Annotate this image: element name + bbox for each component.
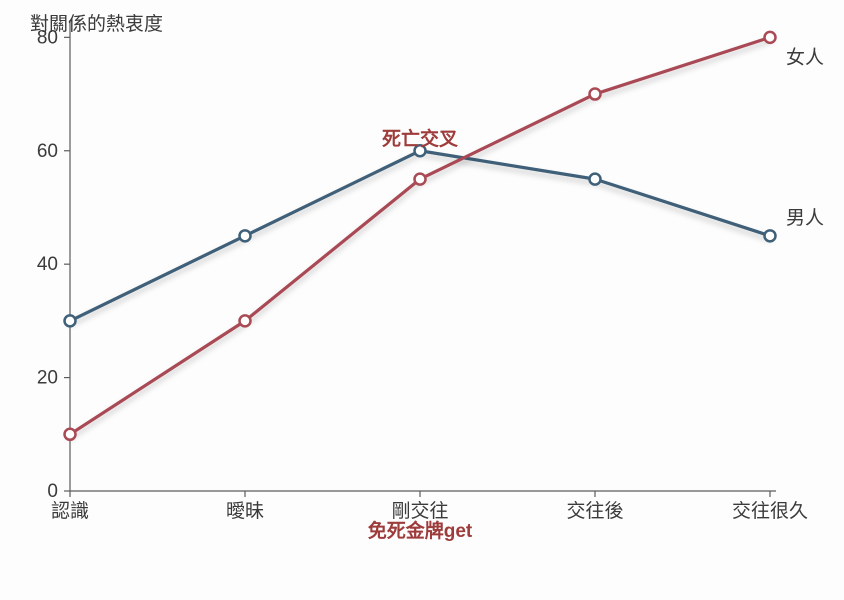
- series-marker-女人: [415, 174, 426, 185]
- series-line-女人: [70, 37, 770, 434]
- series-marker-男人: [65, 315, 76, 326]
- series-marker-男人: [590, 174, 601, 185]
- x-tick-label: 剛交往: [391, 500, 448, 522]
- y-tick-label: 20: [37, 368, 58, 389]
- series-marker-女人: [765, 32, 776, 43]
- series-marker-男人: [240, 230, 251, 241]
- x-tick-label: 交往後: [566, 500, 623, 522]
- y-tick-label: 60: [37, 141, 58, 162]
- series-marker-女人: [65, 429, 76, 440]
- annotation: 死亡交叉: [382, 127, 459, 150]
- series-label-woman: 女人: [786, 46, 824, 68]
- annotation: 免死金牌get: [368, 519, 473, 542]
- series-marker-女人: [240, 315, 251, 326]
- series-marker-男人: [765, 230, 776, 241]
- x-tick-label: 曖昧: [226, 500, 264, 522]
- line-chart: 020406080對關係的熱衷度認識曖昧剛交往交往後交往很久女人男人死亡交叉免死…: [0, 0, 844, 600]
- x-tick-label: 交往很久: [732, 500, 808, 522]
- y-tick-label: 40: [37, 254, 58, 275]
- series-label-man: 男人: [786, 207, 824, 229]
- y-tick-label: 0: [47, 481, 58, 502]
- x-tick-label: 認識: [51, 500, 89, 522]
- series-marker-女人: [590, 89, 601, 100]
- chart-container: 020406080對關係的熱衷度認識曖昧剛交往交往後交往很久女人男人死亡交叉免死…: [0, 0, 844, 600]
- chart-title: 對關係的熱衷度: [30, 13, 163, 35]
